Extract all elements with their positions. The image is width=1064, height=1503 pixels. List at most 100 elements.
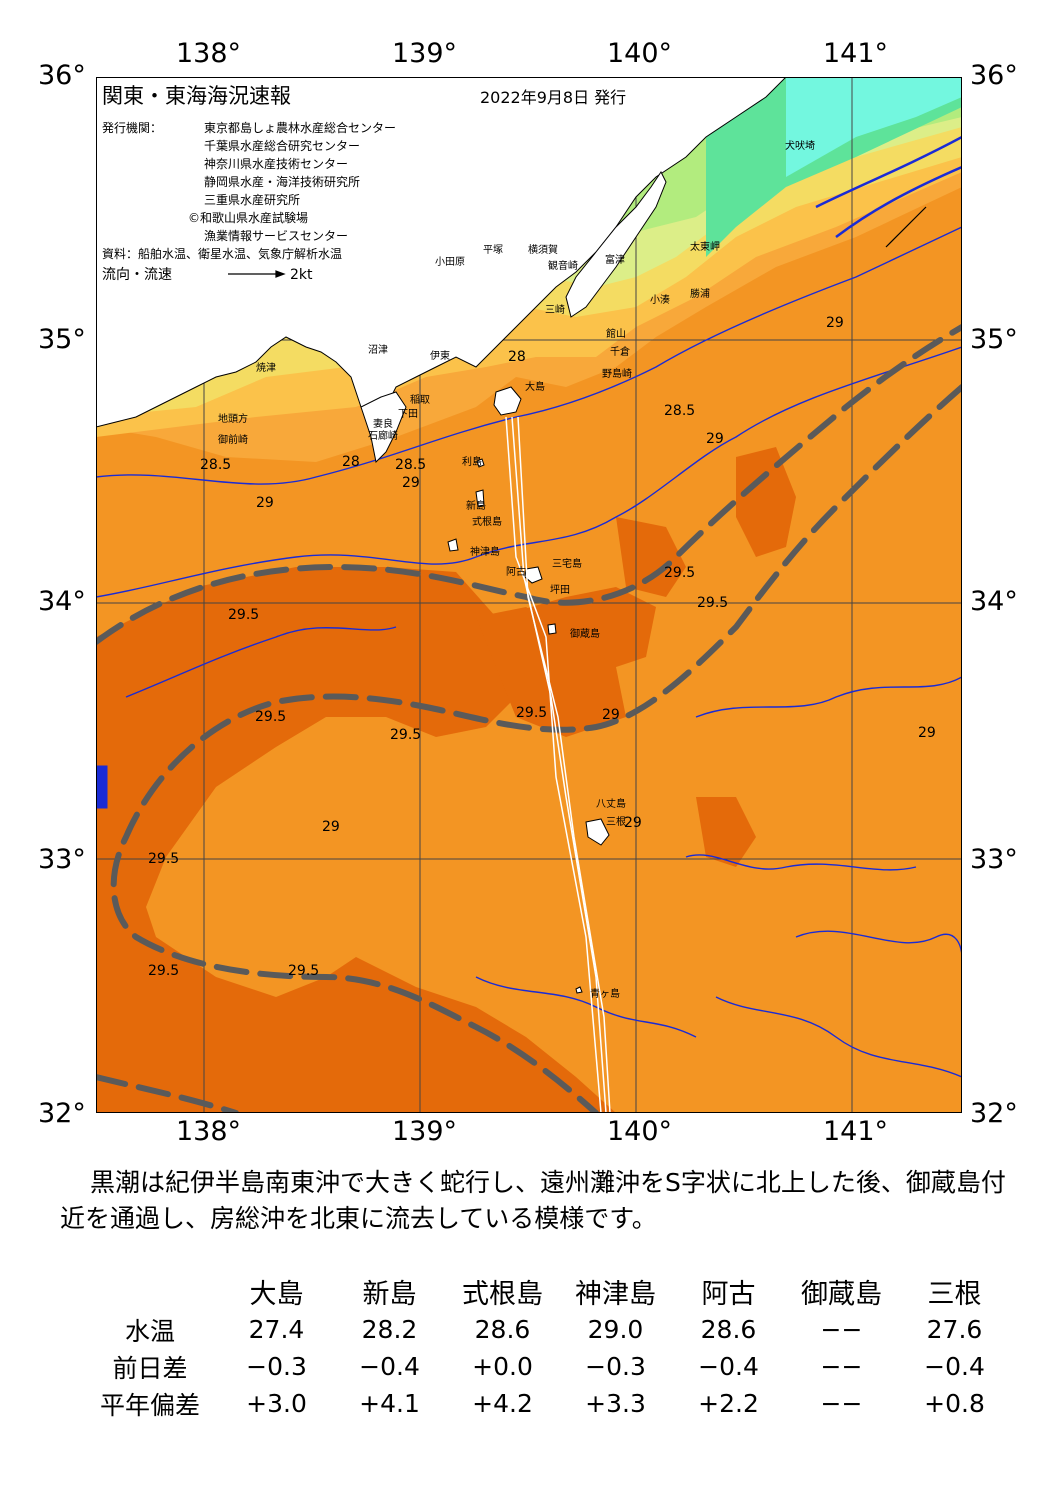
island-aogashima	[575, 986, 583, 994]
station-header: 三根	[927, 1279, 982, 1310]
place-jogashima: 三崎	[545, 305, 565, 316]
row-label: 前日差	[112, 1353, 188, 1383]
isotherm-label: 29	[322, 819, 340, 835]
lat-label-left-34: 34°	[38, 586, 86, 617]
place-ako: 阿古	[506, 567, 526, 578]
table-cell: +0.0	[472, 1352, 533, 1381]
table-cell: +0.8	[924, 1389, 985, 1418]
table-cell: −0.4	[698, 1352, 759, 1381]
table-cell: +3.3	[585, 1389, 646, 1418]
lon-label-bottom-141: 141°	[823, 1116, 889, 1147]
place-yokosuka: 横須賀	[528, 245, 558, 256]
row-label: 平年偏差	[99, 1390, 200, 1420]
flow-scale-arrow	[228, 270, 286, 278]
island-temperature-table: 大島 新島 式根島 神津島 阿古 御蔵島 三根 水温 27.4 28.2 28.…	[80, 1272, 1011, 1422]
table-cell: 27.4	[248, 1315, 305, 1344]
isotherm-label: 29.5	[148, 963, 180, 979]
isotherm-label: 29.5	[255, 709, 287, 725]
table-cell: +4.1	[359, 1389, 420, 1418]
place-jitokata: 地頭方	[218, 414, 248, 425]
flow-legend-scale: 2kt	[290, 267, 313, 283]
place-miyakejima: 三宅島	[552, 559, 582, 570]
isotherm-label: 29.5	[288, 963, 320, 979]
lat-label-left-33: 33°	[38, 844, 86, 875]
island-kozushima	[447, 538, 459, 552]
place-shimoda: 下田	[398, 409, 418, 420]
station-header: 神津島	[575, 1279, 656, 1310]
place-katsuura: 勝浦	[690, 289, 710, 300]
lat-label-left-35: 35°	[38, 324, 86, 355]
isotherm-contours	[96, 135, 962, 1078]
table-row-prev-day-diff: 前日差 −0.3 −0.4 +0.0 −0.3 −0.4 −− −0.4	[80, 1348, 1011, 1385]
place-shikinejima: 式根島	[472, 517, 502, 528]
kuroshio-axis	[96, 324, 962, 1113]
table-cell: −−	[820, 1389, 863, 1418]
lon-label-bottom-138: 138°	[176, 1116, 242, 1147]
publisher-2: 千葉県水産総合研究センター	[204, 139, 361, 153]
isotherm-label: 29	[706, 431, 724, 447]
isotherm-label: 29	[918, 725, 936, 741]
land-izu	[360, 391, 407, 464]
lon-label-bottom-140: 140°	[607, 1116, 673, 1147]
place-numazu: 沼津	[368, 345, 388, 356]
table-cell: −0.4	[359, 1352, 420, 1381]
map-border	[96, 77, 962, 1113]
lat-label-right-33: 33°	[970, 844, 1018, 875]
sst-zone-29-5-east-3	[616, 517, 686, 597]
cold-patch-west	[96, 767, 106, 807]
publisher-5: 三重県水産研究所	[204, 193, 301, 207]
isotherm-label: 29.5	[148, 851, 180, 867]
isotherm-label: 29.5	[228, 607, 260, 623]
isotherm-label: 28.5	[200, 457, 232, 473]
table-header-row: 大島 新島 式根島 神津島 阿古 御蔵島 三根	[80, 1272, 1011, 1311]
station-header: 新島	[362, 1279, 417, 1310]
sst-zone-29-5-east-2	[696, 797, 756, 867]
place-tateyama: 館山	[606, 329, 626, 340]
publisher-6: ©和歌山県水産試験場	[188, 211, 309, 225]
publisher-7: 漁業情報サービスセンター	[204, 229, 349, 243]
lat-label-left-32: 32°	[38, 1098, 86, 1129]
isotherm-label: 29.5	[664, 565, 696, 581]
island-hachijojima	[585, 818, 610, 846]
table-cell: −0.4	[924, 1352, 985, 1381]
map-title: 関東・東海海況速報	[102, 84, 291, 108]
table-cell: −0.3	[246, 1352, 307, 1381]
island-oshima	[493, 386, 522, 416]
land	[96, 77, 787, 994]
table-cell: 28.6	[474, 1315, 531, 1344]
sst-zone-29-5-mid	[476, 607, 626, 737]
isotherm-label: 29	[826, 315, 844, 331]
place-mera: 妻良	[373, 419, 393, 430]
lat-label-right-34: 34°	[970, 586, 1018, 617]
table-row-water-temp: 水温 27.4 28.2 28.6 29.0 28.6 −− 27.6	[80, 1311, 1011, 1348]
station-header: 式根島	[462, 1279, 543, 1310]
isotherm-label: 29.5	[390, 727, 422, 743]
place-kominato: 小湊	[650, 295, 670, 306]
isotherm-label: 28.5	[395, 457, 427, 473]
place-nojimazaki: 野島崎	[602, 369, 632, 380]
isotherm-label: 28	[342, 454, 360, 470]
current-arrow	[885, 206, 927, 248]
lon-label-top-141: 141°	[823, 38, 889, 69]
place-omaezaki: 御前崎	[218, 435, 248, 446]
island-toshima	[476, 458, 485, 468]
publisher-3: 神奈川県水産技術センター	[204, 157, 349, 171]
place-mikurajima: 御蔵島	[570, 629, 600, 640]
sst-zone-29-5-west	[96, 567, 656, 1113]
place-irozaki: 石廊崎	[368, 431, 398, 442]
isotherm-label: 29	[256, 495, 274, 511]
place-hachijojima: 八丈島	[596, 799, 626, 810]
issue-date: 2022年9月8日 発行	[480, 88, 627, 107]
table-cell: 29.0	[587, 1315, 644, 1344]
table-cell: 28.6	[700, 1315, 757, 1344]
isotherm-label: 28.5	[664, 403, 696, 419]
flow-legend-label: 流向・流速	[102, 267, 172, 283]
sea-surface-temperature-map	[96, 77, 962, 1113]
lat-label-right-35: 35°	[970, 324, 1018, 355]
lon-label-top-140: 140°	[607, 38, 673, 69]
place-oshima: 大島	[525, 382, 545, 393]
sst-zone-22	[786, 77, 962, 177]
place-toshima: 利島	[462, 457, 482, 468]
isotherm-label: 29.5	[516, 705, 548, 721]
summary-text: 黒潮は紀伊半島南東沖で大きく蛇行し、遠州灘沖をS字状に北上した後、御蔵島付近を通…	[60, 1168, 1006, 1233]
